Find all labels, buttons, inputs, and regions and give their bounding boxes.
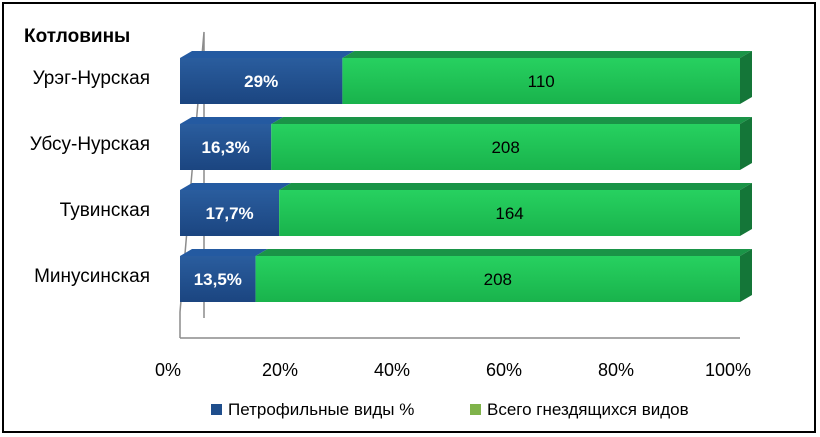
x-tick-1: 20% [262,360,298,380]
plot-wall [179,31,205,338]
category-label-0: Урэг-Нурская [33,68,150,89]
x-tick-3: 60% [486,360,522,380]
bar-side-2 [740,183,752,236]
bar-top-0-0 [180,51,355,58]
data-label-1-1: 208 [491,138,519,157]
bar-top-1-3 [255,249,752,256]
bar-segment-1-1 [271,124,740,170]
x-tick-labels: 0% 20% 40% 60% 80% 100% [155,360,751,380]
bar-segment-0-1 [180,124,272,170]
legend-swatch-total-nesting [470,404,481,415]
x-tick-0: 0% [155,360,181,380]
bar-top-0-2 [180,183,292,190]
bar-side-0 [740,51,752,104]
data-label-0-0: 29% [244,72,278,91]
bar-segment-1-3 [255,256,740,302]
category-labels: Урэг-Нурская Убсу-Нурская Тувинская Минусин… [30,68,150,287]
x-tick-5: 100% [705,360,751,380]
chart-title: Котловины [24,26,130,47]
bar-segment-1-0 [342,58,740,104]
bar-top-0-3 [180,249,268,256]
legend-swatch-petrophilous [211,404,222,415]
bar-segment-0-3 [180,256,256,302]
category-label-1: Убсу-Нурская [30,134,150,155]
bars-group: 29% 110 16,3% 208 17,7% 164 13,5% 208 [180,51,752,302]
bar-top-1-0 [342,51,752,58]
category-label-2: Тувинская [60,200,150,221]
data-label-1-3: 208 [484,270,512,289]
bar-segment-0-0 [180,58,343,104]
data-label-1-0: 110 [528,72,555,91]
legend: Петрофильные виды % Всего гнездящихся ви… [211,400,689,419]
bar-side-1 [740,117,752,170]
bar-segment-0-2 [180,190,280,236]
bar-top-0-1 [180,117,284,124]
category-label-3: Минусинская [34,266,150,287]
x-tick-2: 40% [374,360,410,380]
bar-side-3 [740,249,752,302]
bar-top-1-1 [271,117,752,124]
data-label-1-2: 164 [495,204,523,223]
x-tick-4: 80% [598,360,634,380]
data-label-0-2: 17,7% [205,204,253,223]
bar-segment-1-2 [279,190,740,236]
legend-label-total-nesting: Всего гнездящихся видов [487,400,689,419]
data-label-0-1: 16,3% [202,138,250,157]
bar-top-1-2 [279,183,752,190]
legend-label-petrophilous: Петрофильные виды % [228,400,414,419]
data-label-0-3: 13,5% [194,270,242,289]
